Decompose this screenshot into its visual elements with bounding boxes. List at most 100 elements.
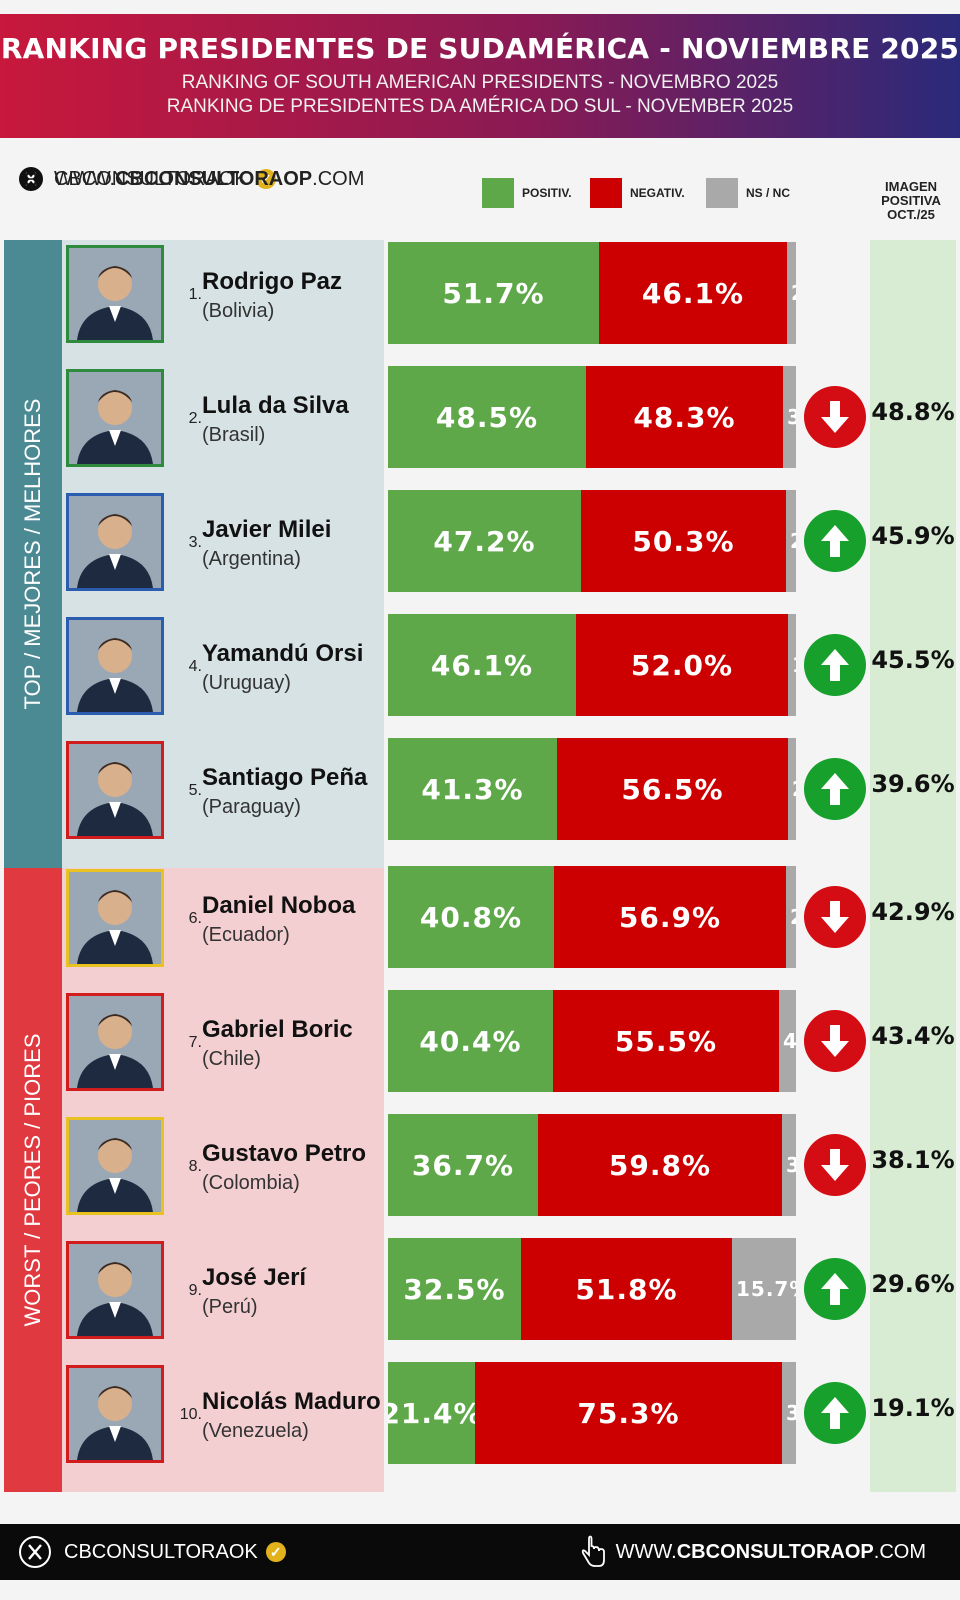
- bar-segment-positive: 36.7%: [388, 1114, 538, 1216]
- president-photo: [66, 869, 164, 967]
- trend-up-icon: [804, 1258, 866, 1320]
- ranking-row: 4.Yamandú Orsi (Uruguay) 46.1%52.0%1.9 45.5…: [0, 608, 960, 716]
- president-name: Lula da Silva: [202, 392, 349, 419]
- bar-segment-negative: 51.8%: [521, 1238, 732, 1340]
- stacked-bar: 40.4%55.5%4.1: [388, 990, 796, 1092]
- legend-swatch-ns: [706, 178, 738, 208]
- bar-segment-negative: 56.9%: [554, 866, 786, 968]
- bar-segment-positive: 51.7%: [388, 242, 599, 344]
- ranking-row: 9.José Jerí (Perú) 32.5%51.8%15.7% 29.6%: [0, 1232, 960, 1340]
- previous-positive-value: 45.9%: [871, 522, 955, 550]
- subtitle-portuguese: RANKING DE PRESIDENTES DA AMÉRICA DO SUL…: [166, 96, 794, 117]
- president-name: Gabriel Boric: [202, 1016, 353, 1043]
- bar-segment-positive: 40.4%: [388, 990, 553, 1092]
- president-name: Javier Milei: [202, 516, 332, 543]
- country-name: (Bolivia): [202, 300, 275, 322]
- bar-segment-ns: 2.2: [787, 242, 796, 344]
- pointer-hand-icon: [578, 1535, 608, 1569]
- footer-handle[interactable]: CBCONSULTORAOK: [64, 1540, 258, 1563]
- previous-image-column: [870, 240, 956, 1492]
- bar-segment-ns: 3.2: [783, 366, 796, 468]
- president-name: José Jerí: [202, 1264, 307, 1291]
- rank-number: 3.: [188, 534, 202, 551]
- stacked-bar: 36.7%59.8%3.5: [388, 1114, 796, 1216]
- bar-segment-positive: 32.5%: [388, 1238, 521, 1340]
- ranking-row: 8.Gustavo Petro (Colombia) 36.7%59.8%3.5 38…: [0, 1108, 960, 1216]
- rank-number: 2.: [188, 410, 202, 427]
- ranking-row: 1.Rodrigo Paz (Bolivia) 51.7%46.1%2.2: [0, 236, 960, 344]
- stacked-bar: 21.4%75.3%3.3: [388, 1362, 796, 1464]
- trend-up-icon: [804, 758, 866, 820]
- subtitle-english: RANKING OF SOUTH AMERICAN PRESIDENTS - N…: [181, 72, 779, 93]
- president-photo: [66, 1365, 164, 1463]
- worst-band: WORST / PEORES / PIORES: [4, 868, 62, 1492]
- legend-negative: NEGATIV.: [590, 178, 685, 208]
- ranking-row: 3.Javier Milei (Argentina) 47.2%50.3%2.5 45…: [0, 484, 960, 592]
- country-name: (Colombia): [202, 1172, 300, 1194]
- bar-segment-negative: 46.1%: [599, 242, 787, 344]
- president-name: Nicolás Maduro: [202, 1388, 381, 1415]
- verified-badge-icon: ✓: [255, 169, 276, 189]
- rank-number: 7.: [188, 1034, 202, 1051]
- previous-positive-value: 29.6%: [871, 1270, 955, 1298]
- bar-segment-negative: 59.8%: [538, 1114, 782, 1216]
- previous-positive-value: 48.8%: [871, 398, 955, 426]
- ranking-row: 7.Gabriel Boric (Chile) 40.4%55.5%4.1 43.4%: [0, 984, 960, 1092]
- trend-up-icon: [804, 1382, 866, 1444]
- president-photo: [66, 369, 164, 467]
- previous-positive-value: 43.4%: [871, 1022, 955, 1050]
- country-name: (Uruguay): [202, 672, 291, 694]
- footer-bar: CBCONSULTORAOK ✓ WWW.CBCONSULTORAOP.COM: [0, 1524, 960, 1580]
- president-name: Daniel Noboa: [202, 892, 356, 919]
- country-name: (Ecuador): [202, 924, 290, 946]
- footer-website[interactable]: WWW.CBCONSULTORAOP.COM: [615, 1540, 926, 1563]
- trend-down-icon: [804, 886, 866, 948]
- previous-positive-value: 38.1%: [871, 1146, 955, 1174]
- legend-label-negative: NEGATIV.: [630, 186, 685, 200]
- bar-segment-negative: 55.5%: [553, 990, 779, 1092]
- bar-segment-positive: 41.3%: [388, 738, 557, 840]
- stacked-bar: 48.5%48.3%3.2: [388, 366, 796, 468]
- previous-positive-value: 42.9%: [871, 898, 955, 926]
- president-name: Gustavo Petro: [202, 1140, 367, 1167]
- rank-number: 5.: [188, 782, 202, 799]
- stacked-bar: 32.5%51.8%15.7%: [388, 1238, 796, 1340]
- trend-down-icon: [804, 1010, 866, 1072]
- bar-segment-ns: 4.1: [779, 990, 796, 1092]
- trend-up-icon: [804, 510, 866, 572]
- president-name: Santiago Peña: [202, 764, 368, 791]
- stacked-bar: 51.7%46.1%2.2: [388, 242, 796, 344]
- page-title: RANKING PRESIDENTES DE SUDAMÉRICA - NOVI…: [0, 32, 960, 65]
- brand-handle[interactable]: CBCONSULTORAOK: [54, 167, 248, 190]
- bar-segment-positive: 46.1%: [388, 614, 576, 716]
- country-name: (Brasil): [202, 424, 266, 446]
- country-name: (Perú): [202, 1296, 258, 1318]
- president-photo: [66, 1117, 164, 1215]
- bar-segment-ns: 2.2: [788, 738, 796, 840]
- ranking-row: 10.Nicolás Maduro (Venezuela) 21.4%75.3%3.…: [0, 1356, 960, 1464]
- stacked-bar: 46.1%52.0%1.9: [388, 614, 796, 716]
- top-band: TOP / MEJORES / MELHORES: [4, 240, 62, 868]
- legend-positive: POSITIV.: [482, 178, 572, 208]
- president-name: Yamandú Orsi: [202, 640, 364, 667]
- legend-label-positive: POSITIV.: [522, 186, 572, 200]
- bar-segment-negative: 56.5%: [557, 738, 788, 840]
- stacked-bar: 47.2%50.3%2.5: [388, 490, 796, 592]
- president-photo: [66, 993, 164, 1091]
- bar-segment-negative: 52.0%: [576, 614, 788, 716]
- bar-segment-positive: 21.4%: [388, 1362, 475, 1464]
- bar-segment-positive: 47.2%: [388, 490, 581, 592]
- header-banner: RANKING PRESIDENTES DE SUDAMÉRICA - NOVI…: [0, 14, 960, 138]
- legend-label-ns: NS / NC: [746, 186, 791, 200]
- bar-segment-negative: 48.3%: [586, 366, 783, 468]
- bar-segment-ns: 3.3: [782, 1362, 796, 1464]
- bar-segment-ns: 3.5: [782, 1114, 796, 1216]
- bar-segment-ns: 2.5: [786, 490, 796, 592]
- ranking-row: 5.Santiago Peña (Paraguay) 41.3%56.5%2.2 39…: [0, 732, 960, 840]
- x-logo-icon: [18, 1535, 52, 1569]
- brand-website[interactable]: WWW.CBCONSULTORAOP.COM: [54, 167, 365, 190]
- rank-number: 4.: [188, 658, 202, 675]
- bar-segment-negative: 50.3%: [581, 490, 786, 592]
- previous-positive-value: 39.6%: [871, 770, 955, 798]
- previous-positive-value: 45.5%: [871, 646, 955, 674]
